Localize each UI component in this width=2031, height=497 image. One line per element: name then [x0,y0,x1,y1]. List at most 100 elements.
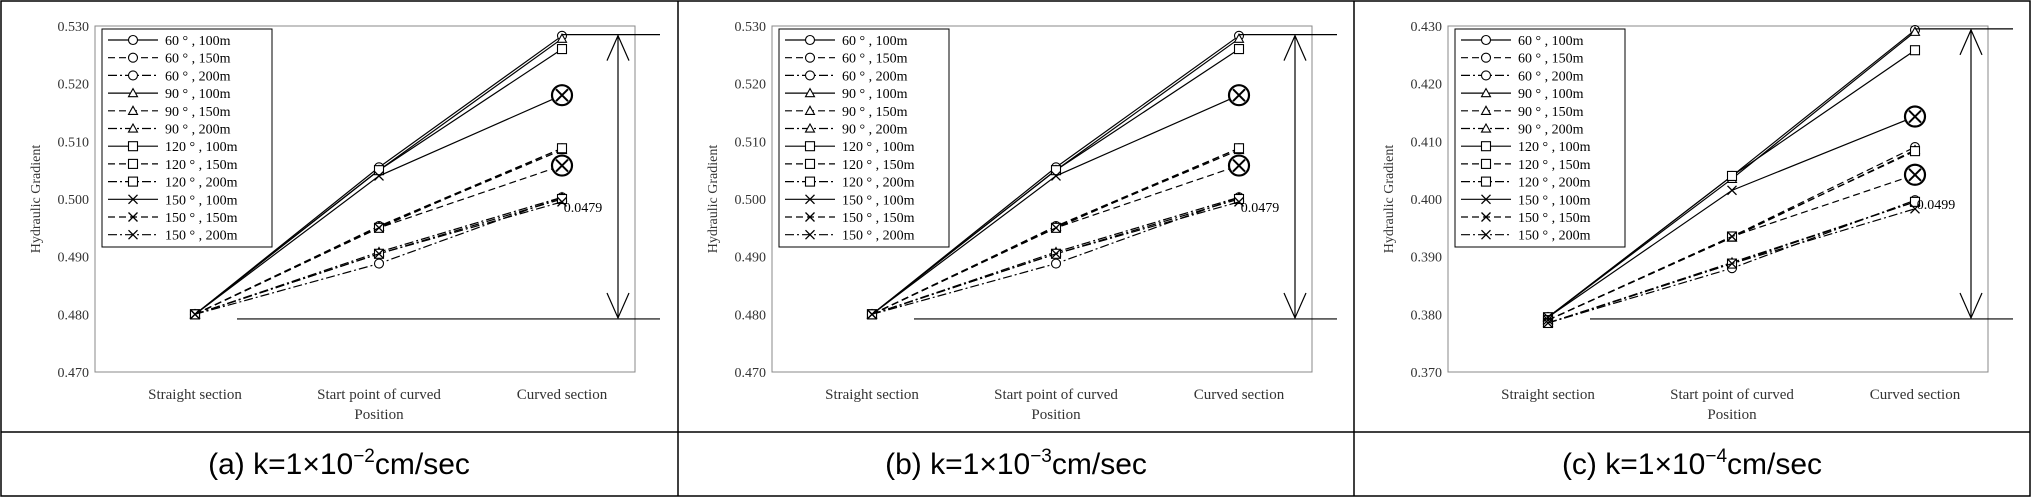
y-tick-label: 0.390 [1411,251,1443,266]
y-tick-label: 0.430 [1411,20,1443,35]
legend-swatch-marker [128,229,138,240]
annotation-label: 0.0479 [564,201,603,216]
legend-swatch-marker [804,141,816,152]
legend-entry: 150 ° , 200m [1518,229,1591,244]
legend-entry: 150 ° , 150m [1518,211,1591,226]
legend-box [101,28,273,248]
x-tick-label: Straight section [148,387,242,403]
highlight-cross [555,158,569,173]
legend-entry: 60 ° , 100m [1518,34,1584,49]
legend-entry: 60 ° , 150m [1518,52,1584,67]
legend-swatch-marker [128,194,138,205]
y-tick-label: 0.490 [58,251,90,266]
y-tick-label: 0.490 [735,251,767,266]
plot-area [94,25,636,373]
legend-entry: 150 ° , 200m [842,229,915,244]
legend-swatch-marker [805,229,815,240]
legend-entry: 150 ° , 200m [165,229,238,244]
data-point [1727,231,1737,242]
legend-swatch-marker [127,87,139,98]
plot-area [771,25,1313,373]
x-tick-label: Curved section [517,387,608,403]
data-point [1543,315,1553,326]
y-tick-label: 0.420 [1411,78,1443,93]
legend-swatch-marker [805,194,815,205]
legend-box [1454,28,1626,248]
data-point [1233,33,1245,43]
legend-swatch-marker [1480,52,1492,63]
legend-entry: 90 ° , 200m [842,123,908,138]
legend-entry: 90 ° , 200m [1518,123,1584,138]
caption-a: (a) k=1×10−2cm/sec [208,446,470,481]
chart-panel-c: 0.370 0.380 0.390 0.400 0.410 0.420 0.430 Hydra… [1382,20,2013,423]
legend-entry: 60 ° , 100m [842,34,908,49]
legend-entry: 90 ° , 150m [1518,105,1584,120]
caption-c: (c) k=1×10−4cm/sec [1562,446,1822,481]
legend-entry: 150 ° , 100m [1518,193,1591,208]
legend-swatch-marker [804,34,816,46]
data-point [1233,44,1245,55]
legend-entry: 150 ° , 150m [842,211,915,226]
data-point [1726,170,1738,181]
legend-swatch-marker [804,122,816,133]
data-point [373,258,385,269]
legend-entry: 120 ° , 200m [1518,176,1591,191]
y-tick-label: 0.500 [58,193,90,208]
legend-swatch-marker [804,70,816,81]
legend-swatch-marker [1480,70,1492,81]
y-tick-label: 0.500 [735,193,767,208]
x-axis-label: Position [1707,407,1757,423]
legend-entry: 90 ° , 100m [842,87,908,102]
y-tick-label: 0.380 [1411,308,1443,323]
x-tick-label: Curved section [1194,387,1285,403]
data-point [1051,170,1061,181]
data-point [556,143,568,154]
y-tick-label: 0.480 [735,308,767,323]
data-point [374,248,384,259]
legend-swatch-marker [804,176,816,187]
x-tick-label: Start point of curved [994,387,1118,403]
highlight-cross [1908,168,1922,182]
legend-swatch-marker [1480,34,1492,46]
data-point [1727,258,1737,269]
legend-swatch-marker [1480,141,1492,152]
legend: 60 ° , 100m 60 ° , 150m 60 ° , 200m 90 ° , … [1454,28,1626,248]
chart-panel-a: 0.470 0.480 0.490 0.500 0.510 0.520 0.530 Hydra… [29,20,660,423]
annotation-arrowhead-down [1283,292,1307,320]
data-point [556,193,568,205]
y-tick-label: 0.520 [735,78,767,93]
y-tick-label: 0.510 [735,135,767,150]
y-tick-label: 0.470 [58,366,90,381]
legend-entry: 120 ° , 100m [165,140,238,155]
legend-swatch-marker [1480,158,1492,169]
legend-swatch-marker [1481,212,1491,222]
data-point [1051,222,1061,233]
highlight-cross [555,88,569,102]
legend-entry: 90 ° , 200m [165,123,231,138]
y-tick-label: 0.480 [58,308,90,323]
data-point [557,196,567,207]
legend: 60 ° , 100m 60 ° , 150m 60 ° , 200m 90 ° , … [778,28,950,248]
legend-entry: 90 ° , 100m [165,87,231,102]
legend-entry: 150 ° , 100m [842,193,915,208]
data-point [1909,196,1921,207]
data-point [1910,203,1920,214]
data-point [190,309,200,320]
plot-area [1447,25,1989,373]
legend-swatch-marker [1481,229,1491,240]
legend-swatch-marker [1481,194,1491,205]
data-point [1050,165,1062,176]
y-tick-label: 0.530 [58,20,90,35]
annotation-arrowhead-down [1959,292,1983,320]
legend-entry: 90 ° , 150m [165,105,231,120]
chart-panel-b: 0.470 0.480 0.490 0.500 0.510 0.520 0.530 Hydra… [706,20,1337,423]
highlight-cross [1232,88,1246,102]
y-tick-label: 0.510 [58,135,90,150]
annotation-label: 0.0499 [1917,198,1956,213]
legend-swatch-marker [127,176,139,187]
x-axis-label: Position [354,407,404,423]
x-tick-label: Curved section [1870,387,1961,403]
annotation-arrowhead-up [1283,34,1307,61]
data-point [556,33,568,43]
